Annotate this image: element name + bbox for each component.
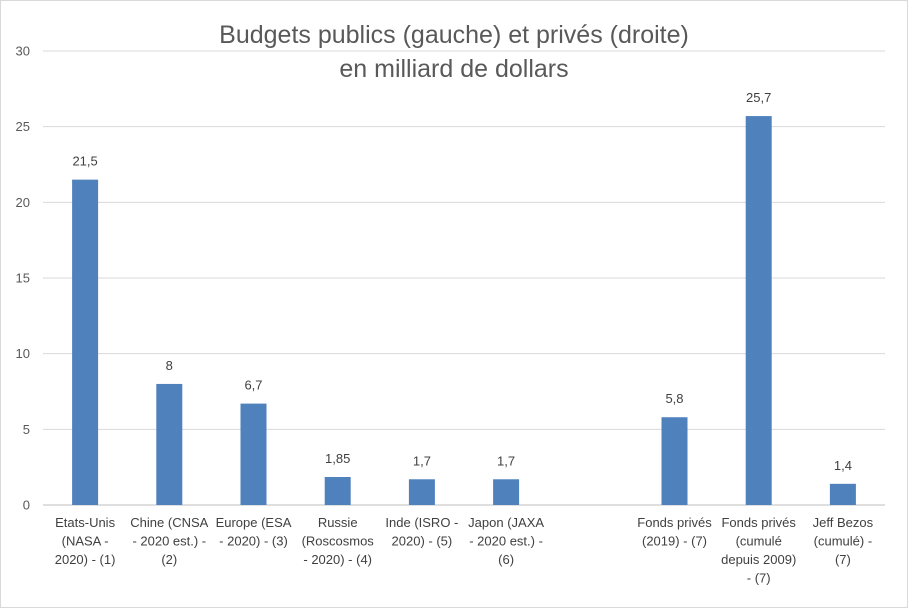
data-label: 1,7 xyxy=(413,453,431,468)
bar xyxy=(324,477,351,505)
bar xyxy=(72,179,99,505)
data-label: 8 xyxy=(166,358,173,373)
y-tick-label: 10 xyxy=(16,346,30,361)
category-label: Japon (JAXA - 2020 est.) -(6) xyxy=(468,515,544,567)
data-label: 1,4 xyxy=(834,458,852,473)
category-label: Chine (CNSA - 2020 est.) -(2) xyxy=(130,515,208,567)
category-label: Fonds privés (2019) - (7) xyxy=(637,515,712,549)
y-tick-label: 25 xyxy=(16,119,30,134)
y-tick-label: 0 xyxy=(23,498,30,513)
category-label: Europe (ESA - 2020) - (3) xyxy=(216,515,292,549)
category-label: Etats-Unis (NASA -2020) - (1) xyxy=(55,515,116,567)
chart-title-line-1: Budgets publics (gauche) et privés (droi… xyxy=(219,21,689,49)
bar xyxy=(661,417,688,505)
data-label: 1,7 xyxy=(497,453,515,468)
y-tick-label: 5 xyxy=(23,422,30,437)
bar xyxy=(156,383,183,505)
y-tick-label: 30 xyxy=(16,44,30,59)
data-label: 1,85 xyxy=(325,451,350,466)
data-label: 6,7 xyxy=(244,378,262,393)
y-tick-label: 15 xyxy=(16,271,30,286)
category-label: Fonds privés (cumulé depuis 2009) - (7) xyxy=(721,515,796,586)
bar xyxy=(745,116,772,505)
bar xyxy=(408,479,435,505)
data-label: 21,5 xyxy=(72,154,97,169)
data-label: 25,7 xyxy=(746,90,771,105)
bar xyxy=(240,403,267,505)
category-label: Russie (Roscosmos - 2020) - (4) xyxy=(302,515,375,567)
chart-title-line-2: en milliard de dollars xyxy=(339,55,569,83)
data-label: 5,8 xyxy=(665,391,683,406)
y-tick-label: 20 xyxy=(16,195,30,210)
category-label: Inde (ISRO -2020) - (5) xyxy=(385,515,458,549)
category-label: Jeff Bezos (cumulé) -(7) xyxy=(813,515,874,567)
bar xyxy=(493,479,520,505)
bar xyxy=(829,483,856,505)
